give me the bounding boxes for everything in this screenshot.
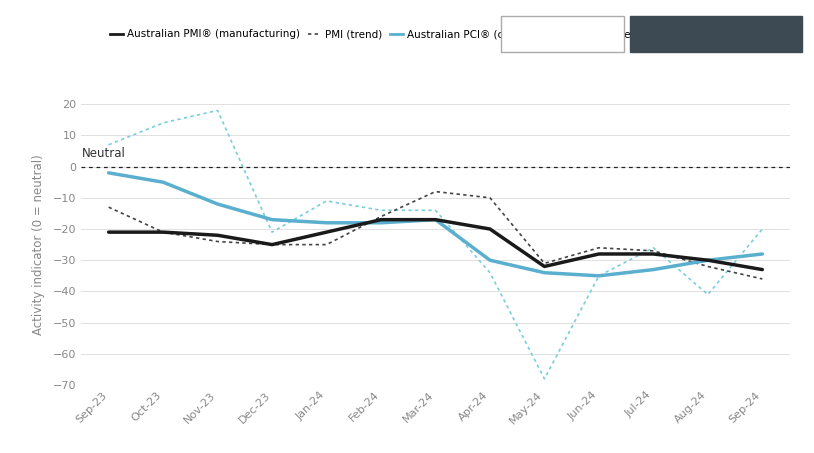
FancyBboxPatch shape (501, 16, 624, 53)
Text: Last 12 months: Last 12 months (667, 29, 764, 39)
Y-axis label: Activity indicator (0 = neutral): Activity indicator (0 = neutral) (32, 154, 45, 335)
FancyBboxPatch shape (630, 16, 802, 53)
Legend: Australian PMI® (manufacturing), PMI (trend), Australian PCI® (construction), PC: Australian PMI® (manufacturing), PMI (tr… (106, 25, 652, 43)
Text: Neutral: Neutral (81, 147, 125, 160)
Text: All data: All data (541, 29, 584, 39)
